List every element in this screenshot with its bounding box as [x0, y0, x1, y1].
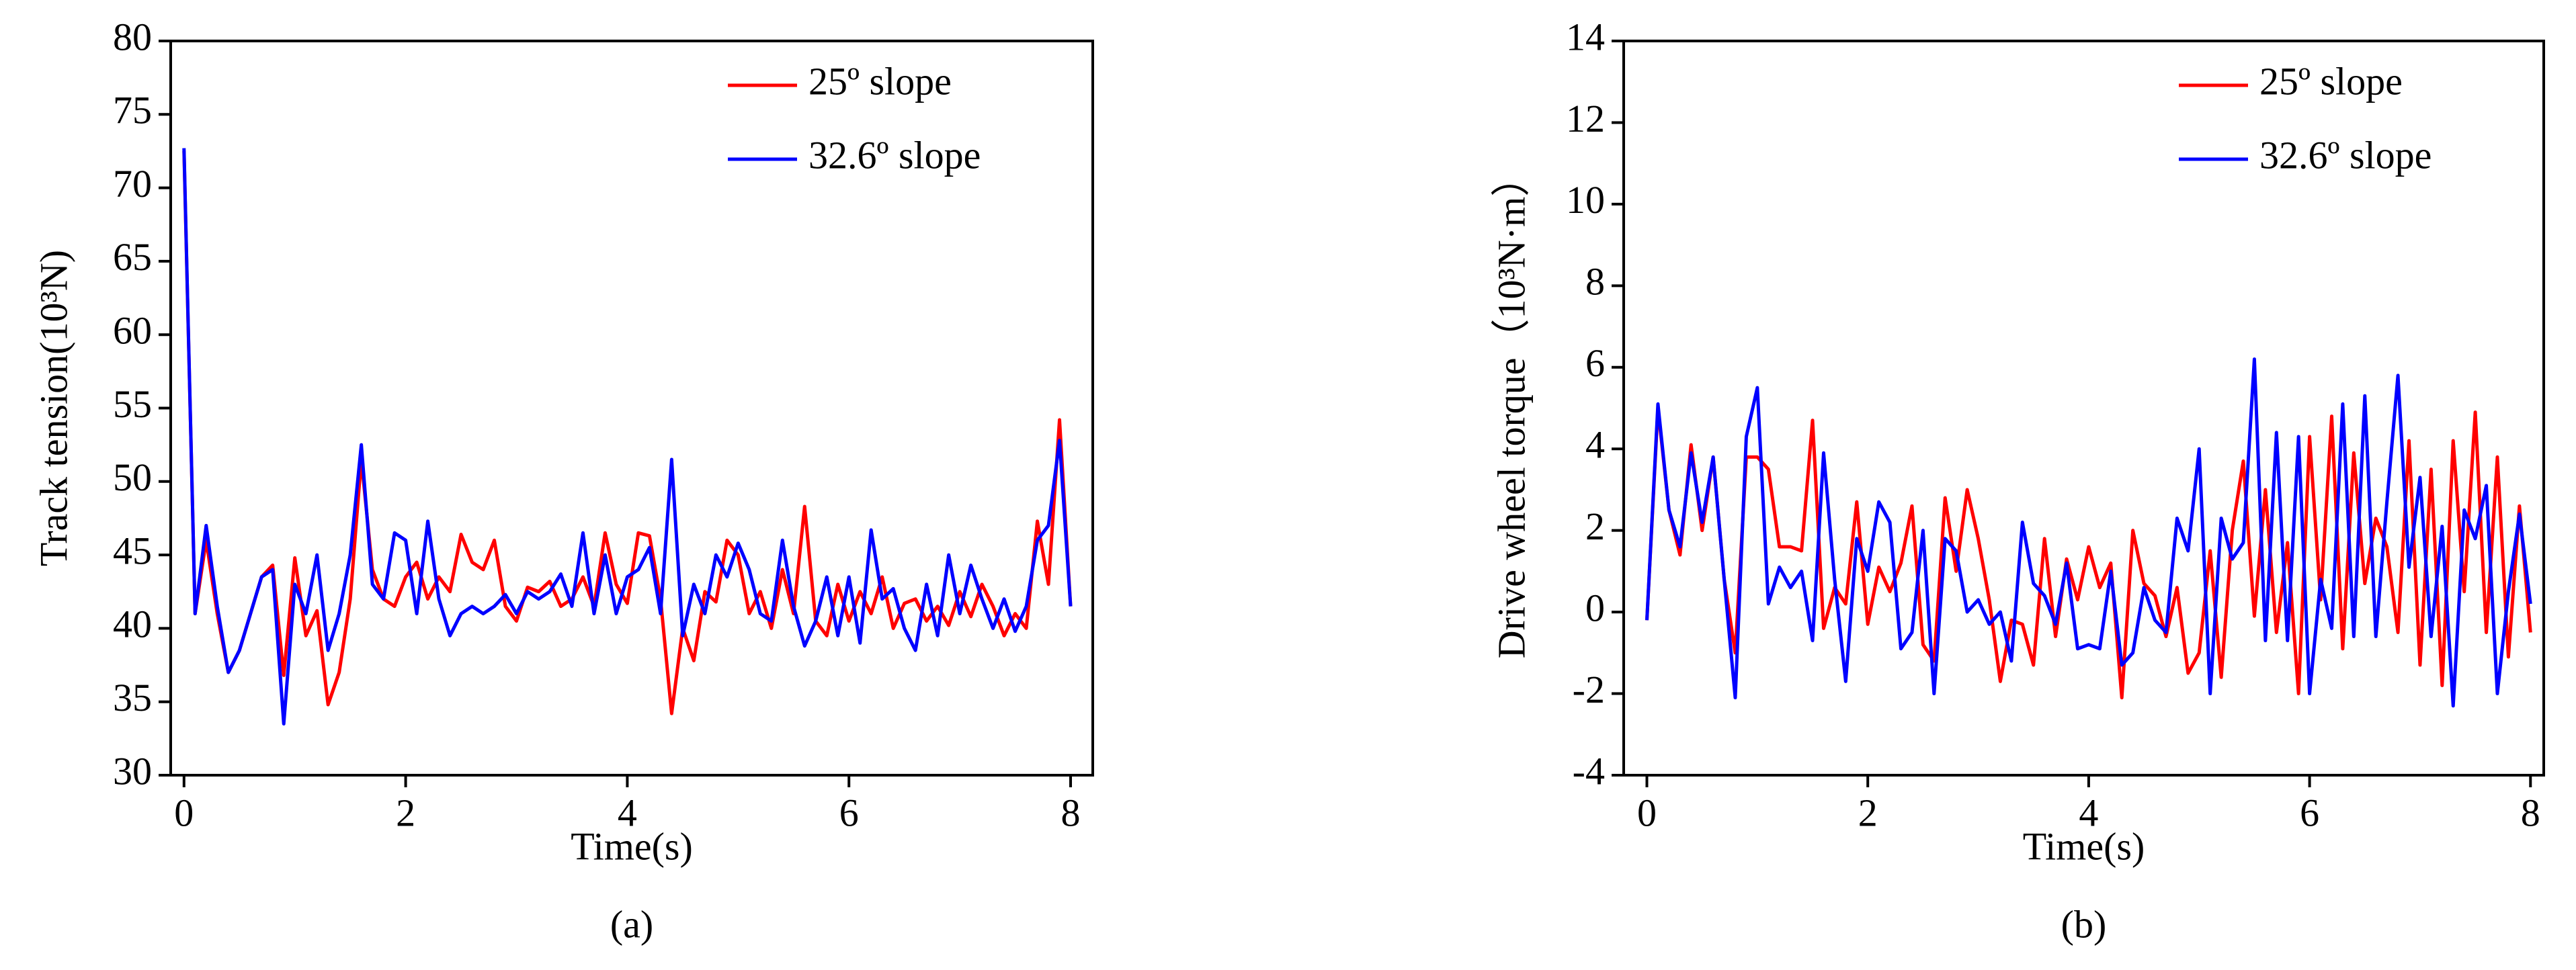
x-tick-label: 8 — [1061, 791, 1081, 834]
x-tick-label: 6 — [839, 791, 859, 834]
legend-label: 25º slope — [2259, 59, 2403, 103]
y-tick-label: 60 — [113, 309, 152, 353]
x-tick-label: 6 — [2300, 791, 2319, 834]
x-axis-label: Time(s) — [571, 824, 693, 868]
y-tick-label: 50 — [113, 455, 152, 499]
data-line — [1645, 357, 2532, 708]
x-tick-label: 0 — [174, 791, 194, 834]
y-tick-label: 35 — [113, 676, 152, 719]
y-tick-label: 65 — [113, 235, 152, 279]
y-tick-label: 10 — [1566, 178, 1605, 222]
y-tick-label: -2 — [1573, 668, 1605, 711]
y-axis-label: Track tension(10³N) — [32, 250, 75, 566]
y-tick-label: 6 — [1585, 341, 1605, 385]
x-tick-label: 4 — [2079, 791, 2098, 834]
legend-label: 32.6º slope — [2259, 133, 2432, 177]
chart-title: (a) — [610, 902, 653, 946]
x-tick-label: 4 — [618, 791, 637, 834]
y-tick-label: 45 — [113, 529, 152, 572]
x-tick-label: 8 — [2521, 791, 2540, 834]
data-line — [182, 148, 1073, 725]
y-tick-label: -4 — [1573, 749, 1605, 793]
chart-title: (b) — [2061, 902, 2107, 946]
y-tick-label: 0 — [1585, 586, 1605, 629]
x-tick-label: 2 — [396, 791, 415, 834]
y-tick-label: 40 — [113, 603, 152, 646]
y-tick-label: 14 — [1566, 15, 1605, 58]
y-tick-label: 2 — [1585, 504, 1605, 548]
y-axis-label: Drive wheel torque（10³N·m） — [1489, 158, 1533, 658]
x-tick-label: 0 — [1637, 791, 1657, 834]
legend-label: 32.6º slope — [808, 133, 981, 177]
y-tick-label: 80 — [113, 15, 152, 58]
y-tick-label: 55 — [113, 382, 152, 426]
x-axis-label: Time(s) — [2023, 824, 2145, 868]
y-tick-label: 12 — [1566, 97, 1605, 140]
y-tick-label: 70 — [113, 162, 152, 206]
x-tick-label: 2 — [1858, 791, 1878, 834]
y-tick-label: 4 — [1585, 423, 1605, 467]
y-tick-label: 8 — [1585, 260, 1605, 304]
y-tick-label: 30 — [113, 749, 152, 793]
legend-label: 25º slope — [808, 59, 952, 103]
data-line — [1645, 406, 2532, 700]
plot-frame — [1622, 40, 2545, 777]
y-tick-label: 75 — [113, 89, 152, 132]
